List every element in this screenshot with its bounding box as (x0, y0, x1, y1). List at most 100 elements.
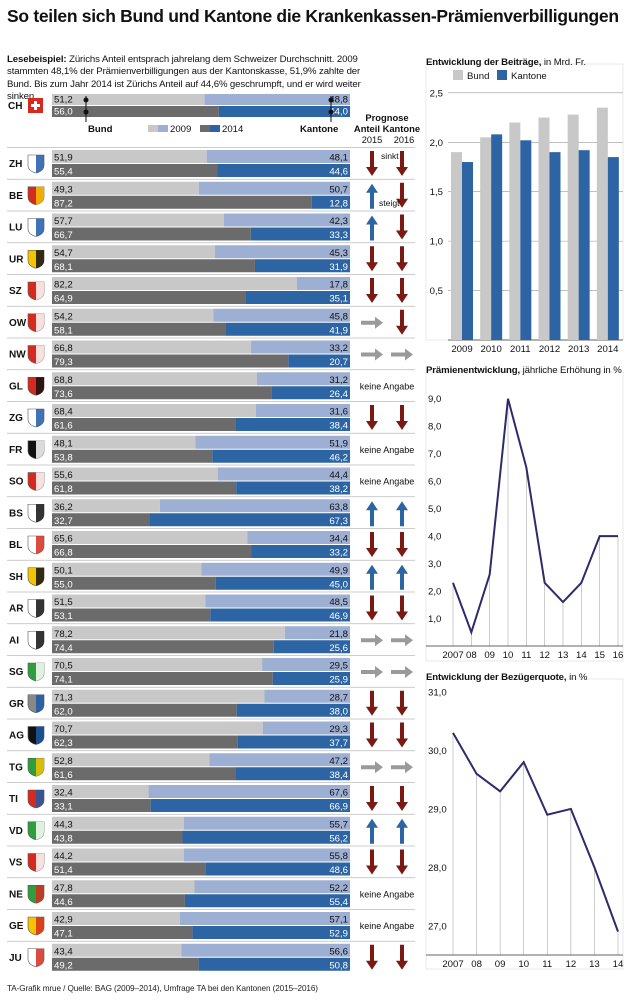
row-vs-bund-bar-2009 (52, 848, 184, 862)
row-tg-kanton-bar-2009 (209, 753, 350, 767)
row-sz-prognose-2016-arrow-icon (396, 278, 408, 303)
legend-2009-bund-swatch (148, 125, 158, 132)
row-ne-bund-bar-2009 (52, 880, 195, 894)
contributions-bar-bund-2010 (480, 137, 492, 340)
contributions-bar-kantone-2010 (491, 134, 503, 340)
premium-title: Prämienentwicklung, jährliche Erhöhung i… (426, 365, 622, 376)
row-zg-flag-icon-half (36, 409, 44, 427)
row-sh-prognose-2015-arrow-icon (366, 564, 378, 590)
premium-line (452, 398, 618, 636)
quota-ytick: 28,0 (428, 863, 447, 874)
row-sz-flag-icon-half (36, 282, 44, 300)
row-ju-bund-label-2014: 49,2 (54, 960, 73, 971)
contributions-title: Entwicklung der Beiträge, in Mrd. Fr. (426, 57, 586, 68)
row-gr-prognose-2016-arrow-icon (396, 690, 408, 716)
row-ur-prognose-2016-arrow-icon (396, 246, 408, 272)
row-ai-code: AI (9, 635, 19, 646)
row-ow-flag-icon-half (36, 313, 44, 332)
row-ai-prognose-2015-arrow-icon (361, 634, 383, 647)
row-bl-bund-label-2009: 65,6 (54, 534, 73, 545)
row-sz-bund-bar-2014 (52, 291, 246, 304)
row-sg-prognose-2016-arrow-icon (391, 666, 413, 678)
row-gr-bund-bar-2009 (52, 689, 265, 703)
row-sh-bund-bar-2014 (52, 576, 216, 590)
row-sg-code: SG (9, 667, 24, 678)
row-ag-kanton-bar-2009 (262, 721, 350, 735)
row-gr-kanton-bar-2014 (236, 703, 350, 717)
row-gl-kanton-label-2009: 31,2 (329, 375, 348, 386)
row-vs-bund-bar-2014 (52, 862, 206, 876)
legend-2009-kanton-swatch (158, 125, 168, 132)
contributions-legend-kantone-swatch (497, 70, 507, 80)
row-be-prognose-2016-arrow-icon-shape (396, 182, 408, 208)
row-ti-kanton-bar-2014 (150, 799, 350, 812)
row-fr-bund-bar-2014 (52, 449, 213, 463)
row-ju-prognose-2016-arrow-icon (396, 944, 408, 970)
contributions-legend-kantone: Kantone (511, 71, 547, 82)
row-gr-prognose-2016-arrow-icon-shape (396, 690, 408, 716)
row-ch-kanton-label-2014: 44,0 (329, 107, 348, 118)
row-ow-kanton-bar-2009 (213, 308, 350, 322)
row-sz-kanton-bar-2014 (245, 291, 350, 304)
row-zh-prognose-2015-arrow-icon-shape (366, 151, 378, 176)
row-fr-flag-icon-half (36, 440, 44, 459)
row-gr-flag-icon (27, 694, 45, 714)
ch-bund-marker-dot-2014 (83, 109, 89, 115)
row-nw-bund-bar-2014 (52, 354, 289, 368)
row-bs-flag-icon-shield (27, 503, 45, 523)
row-bl-code: BL (9, 540, 22, 551)
row-ne-bund-label-2009: 47,8 (54, 883, 73, 894)
quota-line (452, 732, 619, 932)
row-so-kanton-label-2014: 38,2 (329, 484, 348, 495)
row-vs-kanton-label-2014: 48,6 (329, 865, 348, 876)
row-ur-kanton-label-2014: 31,9 (329, 262, 348, 273)
row-ju-kanton-label-2009: 56,6 (329, 946, 348, 957)
premium-xtick: 10 (503, 650, 514, 661)
quota-xtick: 14 (613, 959, 624, 970)
row-sz-bund-label-2014: 64,9 (54, 294, 73, 305)
row-ti-prognose-2016-arrow-icon-shape (396, 786, 408, 811)
row-ju-flag-icon (27, 948, 45, 968)
row-ar-bund-label-2009: 51,5 (54, 597, 73, 608)
row-ch-flag-icon-cross-h (31, 104, 40, 107)
row-lu-kanton-label-2014: 33,3 (329, 230, 348, 241)
row-bl-kanton-label-2009: 34,4 (329, 534, 348, 545)
row-zh-bund-label-2009: 51,9 (54, 153, 73, 164)
row-bs-prognose-2015-arrow-icon-shape (366, 501, 378, 527)
row-nw-bund-bar-2009 (52, 340, 252, 354)
contributions-xtick: 2010 (480, 344, 501, 355)
row-ar-flag-icon-shield (27, 599, 45, 618)
row-gr-kanton-label-2009: 28,7 (329, 692, 348, 703)
contributions-title-bold: Entwicklung der Beiträge, (426, 57, 542, 68)
row-zh-flag-icon-half (36, 155, 44, 173)
row-be-prognose-2015-arrow-icon (366, 183, 378, 209)
row-sg-flag-icon-half (36, 663, 44, 681)
quota-ytick: 30,0 (428, 746, 447, 757)
row-tg-prognose-2015-arrow-icon (361, 761, 383, 774)
row-ne-flag-icon-shield (27, 884, 45, 904)
row-tg-bund-label-2009: 52,8 (54, 756, 73, 767)
row-ai-flag-icon-shield (27, 630, 45, 650)
premium-title-bold: Prämienentwicklung, (426, 365, 521, 376)
quota-ytick: 29,0 (428, 804, 447, 815)
row-so-kanton-bar-2009 (217, 467, 350, 481)
row-sz-prognose-2016-arrow-icon-shape (396, 278, 408, 303)
quota-xtick: 2007 (442, 959, 463, 970)
row-be-bund-bar-2014 (52, 195, 312, 209)
row-sh-bund-bar-2009 (52, 562, 202, 576)
row-ge-prognose-na: keine Angabe (360, 921, 415, 931)
row-ur-kanton-bar-2014 (254, 259, 350, 273)
row-gl-flag-icon (27, 376, 45, 396)
row-sh-kanton-label-2014: 45,0 (329, 579, 348, 590)
premium-xtick: 09 (484, 650, 495, 661)
row-vd-bund-bar-2009 (52, 816, 185, 830)
row-ti-bund-bar-2014 (52, 799, 151, 812)
row-ai-flag-icon-half (36, 631, 44, 650)
row-gl-kanton-bar-2014 (271, 386, 350, 400)
row-sh-flag-icon-shield (27, 567, 45, 587)
premium-xtick: 12 (539, 650, 550, 661)
row-bl-flag-icon (27, 535, 45, 555)
row-bl-flag-icon-half (36, 536, 44, 554)
contributions-xtick: 2013 (568, 344, 589, 355)
contributions-frame (425, 63, 624, 341)
